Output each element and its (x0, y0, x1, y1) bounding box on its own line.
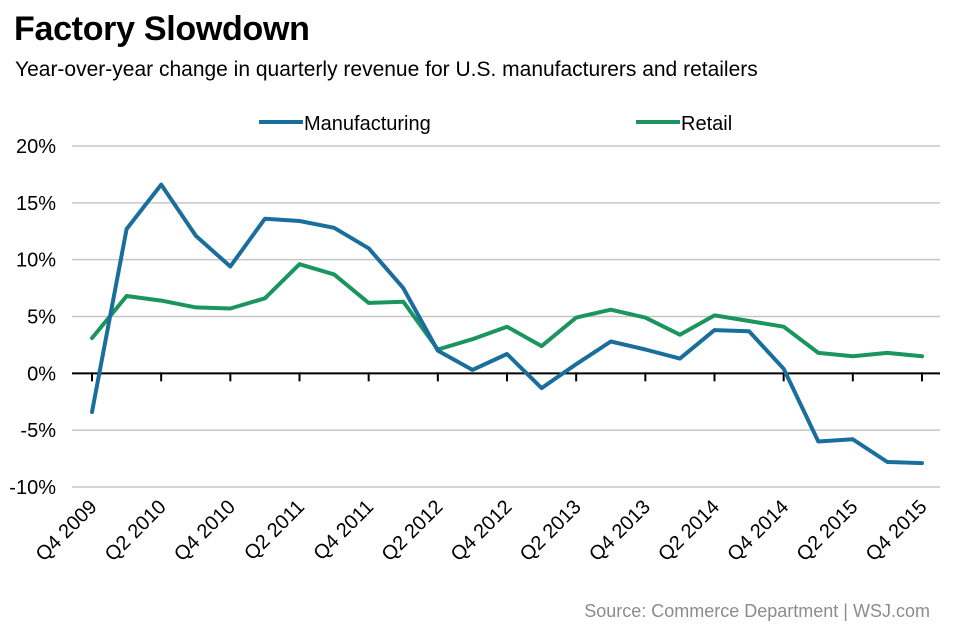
x-tick-label: Q4 2010 (170, 496, 240, 566)
y-tick-label: 15% (16, 193, 56, 215)
y-tick-label: 5% (27, 307, 56, 329)
x-tick-label: Q2 2010 (101, 496, 171, 566)
x-axis (72, 372, 940, 382)
x-tick-label: Q2 2012 (378, 496, 448, 566)
x-tick-label: Q4 2012 (447, 496, 517, 566)
y-tick-label: 10% (16, 250, 56, 272)
y-tick-label: -10% (9, 477, 56, 499)
legend-label-retail: Retail (681, 113, 732, 135)
y-tick-label: -5% (20, 420, 56, 442)
x-tick-label: Q4 2011 (309, 496, 378, 565)
series-line-retail (90, 262, 924, 359)
x-tick-label: Q4 2013 (585, 496, 655, 566)
x-tick-label: Q2 2013 (516, 496, 586, 566)
chart-subtitle: Year-over-year change in quarterly reven… (15, 58, 758, 81)
series-line-manufacturing (90, 182, 924, 466)
legend-label-manufacturing: Manufacturing (304, 113, 431, 135)
x-tick-label: Q2 2011 (240, 496, 309, 565)
x-tick-label: Q2 2014 (654, 496, 724, 566)
legend: Manufacturing Retail (259, 113, 732, 135)
x-tick-label: Q4 2009 (32, 496, 102, 566)
x-tick-label: Q2 2015 (793, 496, 863, 566)
series-lines (90, 182, 924, 466)
y-tick-label: 0% (27, 363, 56, 385)
chart-title: Factory Slowdown (14, 10, 310, 48)
gridlines (72, 145, 940, 488)
y-axis-tick-labels: 20% 15% 10% 5% 0% -5% -10% (9, 136, 56, 499)
x-tick-label: Q4 2015 (862, 496, 932, 566)
x-axis-tick-labels: Q4 2009 Q2 2010 Q4 2010 Q2 2011 Q4 2011 Q2 20… (32, 496, 932, 566)
source-note: Source: Commerce Department | WSJ.com (584, 601, 930, 621)
x-tick-label: Q4 2014 (723, 496, 793, 566)
y-tick-label: 20% (16, 136, 56, 158)
